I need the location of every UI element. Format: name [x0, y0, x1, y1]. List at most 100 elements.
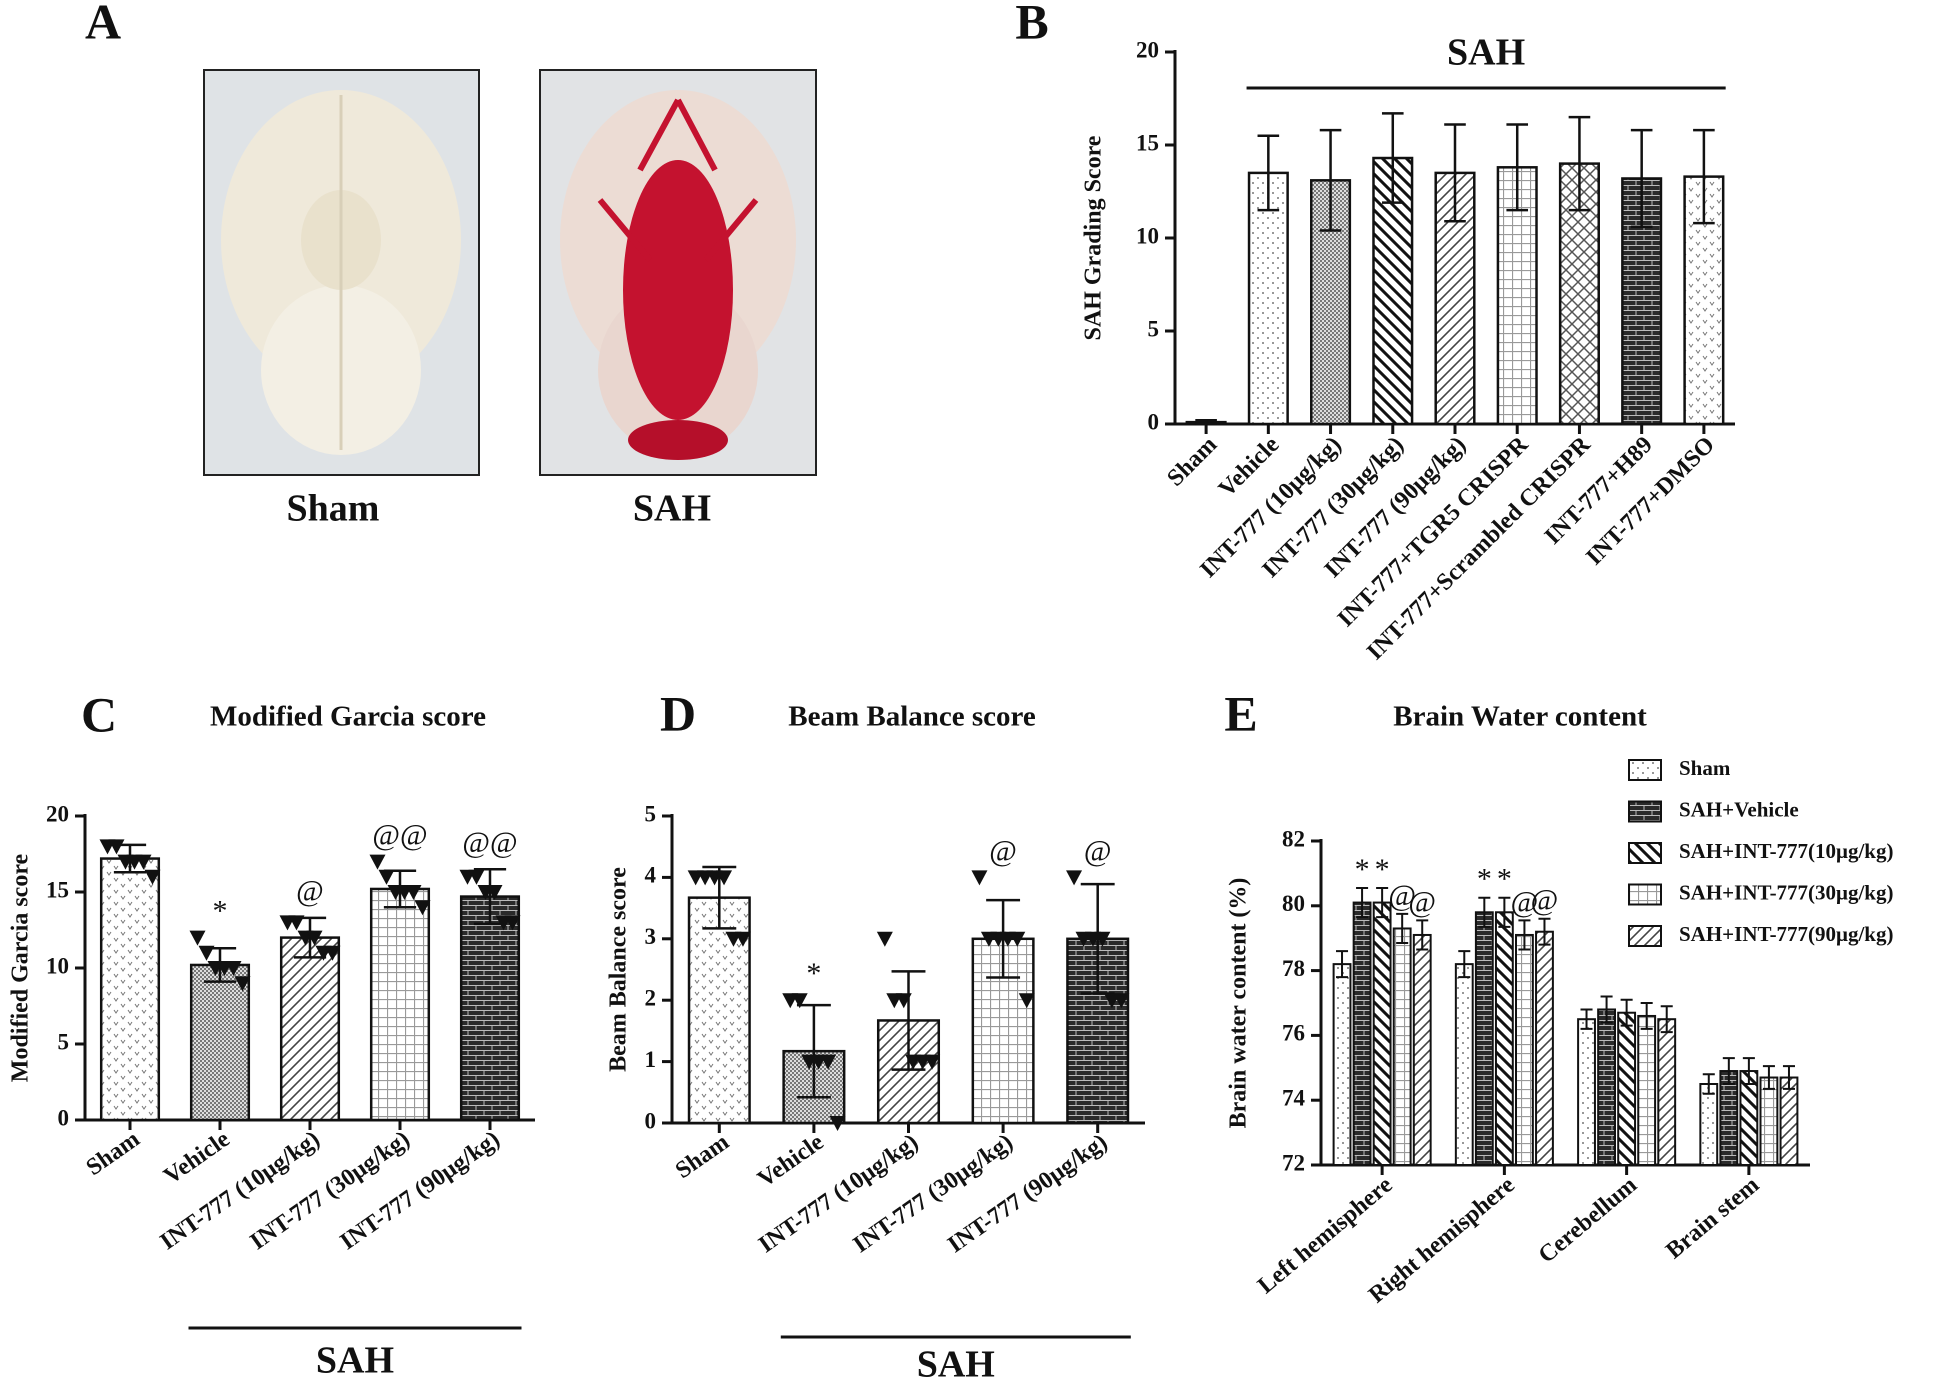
- error-bar: [1630, 128, 1653, 229]
- photo-sham: [203, 69, 480, 476]
- y-tick-label: 15: [46, 877, 69, 902]
- bar: [1577, 1018, 1596, 1167]
- group-label: SAH: [316, 1340, 394, 1382]
- error-bar: [1660, 1005, 1673, 1034]
- y-tick-label: 0: [1148, 409, 1160, 434]
- annotation: @: [1531, 884, 1559, 917]
- legend-swatch: [1628, 759, 1662, 781]
- annotation: *: [1497, 863, 1512, 896]
- y-tick-label: 0: [58, 1105, 70, 1130]
- bar: [1597, 1008, 1616, 1166]
- legend-label: SAH+INT-777(30μg/kg): [1679, 880, 1893, 904]
- data-point: [829, 1116, 846, 1131]
- y-tick-label: 20: [1136, 37, 1159, 62]
- annotation: *: [806, 957, 821, 990]
- bar: [189, 963, 251, 1122]
- bar: [1494, 911, 1514, 1167]
- y-tick-label: 15: [1136, 130, 1159, 155]
- annotation: *: [1477, 863, 1492, 896]
- x-tick-label: Brain stem: [1661, 1172, 1764, 1264]
- x-tick-label: Sham: [1162, 432, 1222, 492]
- error-bar: [1600, 995, 1613, 1024]
- annotation: @@: [372, 818, 427, 851]
- data-point: [716, 870, 733, 886]
- y-axis-label: Modified Garcia score: [8, 853, 34, 1082]
- bar: [279, 936, 341, 1122]
- annotation: @: [989, 834, 1017, 867]
- data-point: [876, 931, 893, 947]
- data-point: [414, 900, 431, 916]
- annotation: @@: [462, 826, 517, 859]
- error-bar: [1396, 912, 1409, 945]
- x-tick-label: INT-777 (90μg/kg): [336, 1126, 505, 1255]
- x-tick-label: INT-777 (10μg/kg): [156, 1126, 325, 1255]
- annotation: @: [1388, 879, 1416, 912]
- annotation: @: [296, 875, 324, 908]
- group-label: SAH: [917, 1344, 995, 1386]
- bar: [99, 857, 161, 1122]
- legend-swatch: [1628, 925, 1662, 947]
- annotation: *: [213, 894, 228, 927]
- y-axis-label: SAH Grading Score: [1081, 135, 1107, 340]
- error-bar: [1702, 1073, 1715, 1095]
- error-bar: [1458, 950, 1471, 979]
- data-point: [791, 993, 808, 1009]
- error-bar: [1195, 419, 1217, 426]
- chart-title: Brain Water content: [1393, 701, 1647, 733]
- annotation: *: [1355, 853, 1370, 886]
- bar: [1332, 963, 1352, 1166]
- bar: [1657, 1018, 1677, 1167]
- error-bar: [1257, 134, 1280, 212]
- data-point: [971, 870, 988, 886]
- y-tick-label: 5: [1148, 316, 1160, 341]
- data-point: [1066, 870, 1083, 886]
- error-bar: [1356, 886, 1369, 919]
- bar: [1617, 1011, 1637, 1166]
- bar: [1637, 1014, 1657, 1167]
- y-tick-label: 78: [1282, 956, 1305, 981]
- y-tick-label: 74: [1282, 1085, 1306, 1110]
- bar: [1739, 1070, 1759, 1167]
- legend-swatch: [1628, 883, 1662, 906]
- y-axis-label: Brain water content (%): [1226, 878, 1252, 1129]
- bar: [1699, 1083, 1719, 1166]
- error-bar: [1518, 919, 1531, 951]
- y-tick-label: 5: [645, 801, 657, 826]
- error-bar: [702, 865, 737, 930]
- data-point: [288, 915, 305, 931]
- x-tick-label: Vehicle: [753, 1129, 829, 1193]
- bar: [369, 887, 431, 1122]
- x-tick-label: Sham: [671, 1129, 734, 1184]
- legend-label: SAH+INT-777(10μg/kg): [1679, 839, 1893, 863]
- error-bar: [1376, 886, 1389, 919]
- y-tick-label: 80: [1282, 891, 1305, 916]
- annotation: @: [1408, 885, 1436, 918]
- bar: [1779, 1076, 1799, 1167]
- legend-swatch: [1628, 842, 1662, 864]
- bar: [1247, 171, 1289, 426]
- data-point: [820, 1054, 837, 1070]
- legend-label: Sham: [1679, 756, 1731, 780]
- y-axis-label: Beam Balance score: [606, 867, 632, 1072]
- x-tick-label: INT-777+H89: [1540, 432, 1658, 550]
- error-bar: [1498, 896, 1511, 928]
- data-point: [198, 945, 215, 961]
- annotation: *: [1375, 853, 1390, 886]
- error-bar: [1319, 128, 1342, 232]
- error-bar: [1762, 1065, 1775, 1090]
- chart-title: Beam Balance score: [788, 701, 1036, 733]
- bar: [1412, 933, 1432, 1167]
- bar: [1535, 930, 1554, 1166]
- error-bar: [1742, 1057, 1755, 1085]
- data-point: [486, 885, 503, 900]
- data-point: [468, 869, 485, 885]
- data-point: [405, 885, 422, 900]
- y-tick-label: 72: [1282, 1150, 1305, 1175]
- bar: [1719, 1070, 1739, 1167]
- error-bar: [1506, 123, 1529, 212]
- x-tick-label: Vehicle: [159, 1126, 235, 1190]
- data-point: [378, 869, 395, 885]
- group-label: SAH: [1447, 32, 1525, 74]
- panel-letter: B: [1015, 0, 1048, 49]
